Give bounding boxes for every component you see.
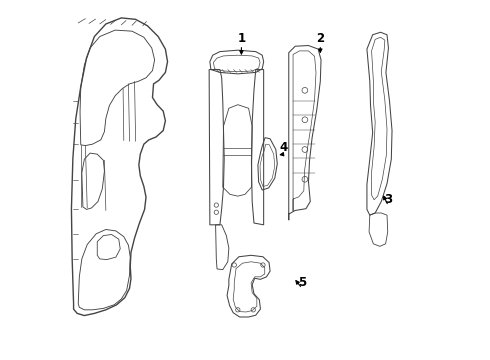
Text: 4: 4 bbox=[280, 141, 288, 154]
Text: 3: 3 bbox=[384, 193, 392, 206]
Text: 2: 2 bbox=[316, 32, 324, 45]
Text: 1: 1 bbox=[237, 32, 245, 45]
Text: 5: 5 bbox=[298, 276, 307, 289]
